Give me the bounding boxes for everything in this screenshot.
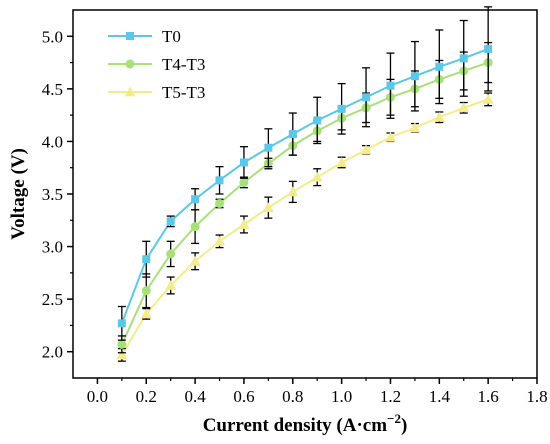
data-point — [117, 339, 127, 349]
data-point — [191, 195, 200, 204]
data-point — [384, 131, 396, 142]
data-point — [311, 171, 323, 182]
y-tick-label: 2.5 — [42, 290, 63, 309]
x-tick-label: 1.2 — [380, 387, 401, 406]
series-t5-t3 — [116, 92, 494, 362]
x-axis-title: Current density (A·cm−2) — [203, 411, 408, 436]
plot-frame — [72, 9, 538, 379]
data-point — [166, 217, 175, 226]
data-point — [264, 143, 273, 152]
legend-marker — [126, 32, 134, 40]
data-point — [409, 122, 421, 133]
x-tick-label: 0.6 — [233, 387, 254, 406]
legend-entry-t4-t3: T4-T3 — [108, 55, 205, 74]
data-point — [239, 158, 248, 167]
y-tick-label: 5.0 — [42, 27, 63, 46]
data-point — [360, 144, 372, 155]
series-t0 — [117, 6, 493, 341]
data-point — [410, 72, 419, 81]
data-point — [288, 130, 297, 139]
data-point — [337, 104, 346, 113]
legend: T0 T4-T3 T5-T3 — [108, 27, 205, 102]
y-tick-label: 3.5 — [42, 185, 63, 204]
x-tick-label: 0.4 — [184, 387, 206, 406]
data-point — [482, 93, 494, 104]
data-point — [215, 198, 225, 208]
data-point — [214, 235, 226, 246]
data-point — [336, 156, 348, 167]
data-point — [142, 255, 151, 264]
legend-entry-t5-t3: T5-T3 — [108, 83, 205, 102]
data-point — [140, 308, 152, 319]
x-axis-title-main: Current density (A·cm — [203, 415, 388, 436]
data-point — [141, 286, 151, 296]
y-tick-label: 4.0 — [42, 132, 63, 151]
legend-label: T5-T3 — [162, 83, 205, 102]
data-point — [433, 111, 445, 122]
data-point — [190, 222, 200, 232]
x-tick-label: 1.0 — [331, 387, 352, 406]
x-tick-label: 1.8 — [526, 387, 547, 406]
legend-entry-t0: T0 — [108, 27, 181, 46]
data-point — [458, 102, 470, 113]
x-tick-label: 0.8 — [282, 387, 303, 406]
data-point — [117, 319, 126, 328]
legend-marker — [124, 86, 136, 97]
data-point — [386, 81, 395, 90]
data-point — [238, 218, 250, 229]
data-point — [116, 349, 128, 360]
y-axis-title: Voltage (V) — [8, 148, 29, 240]
legend-label: T4-T3 — [162, 55, 205, 74]
legend-marker — [125, 59, 135, 69]
series-line — [120, 98, 489, 356]
legend-label: T0 — [162, 27, 181, 46]
x-tick-label: 0.2 — [136, 387, 157, 406]
series-line — [120, 47, 489, 324]
plot-series-group — [116, 6, 494, 362]
y-tick-label: 4.5 — [42, 80, 63, 99]
x-tick-label: 1.6 — [478, 387, 499, 406]
data-point — [313, 116, 322, 125]
axis-ticks: 0.0 0.2 0.4 0.6 0.8 1.0 1.2 1.4 1.6 1.8 2.0 2.5 3.0 3… — [42, 27, 548, 406]
x-axis-title-superscript: −2 — [387, 411, 401, 426]
data-point — [435, 62, 444, 71]
data-point — [189, 255, 201, 266]
data-point — [262, 202, 274, 213]
x-tick-label: 1.4 — [429, 387, 451, 406]
data-point — [239, 177, 249, 187]
data-point — [215, 176, 224, 185]
data-point — [459, 54, 468, 63]
series-line — [120, 61, 489, 345]
data-point — [287, 186, 299, 197]
y-tick-label: 2.0 — [42, 343, 63, 362]
data-point — [166, 249, 176, 259]
data-point — [165, 279, 177, 290]
y-tick-label: 3.0 — [42, 238, 63, 257]
data-point — [484, 44, 493, 53]
x-tick-label: 0.0 — [87, 387, 108, 406]
data-point — [362, 93, 371, 102]
x-axis-title-end: ) — [401, 415, 407, 436]
